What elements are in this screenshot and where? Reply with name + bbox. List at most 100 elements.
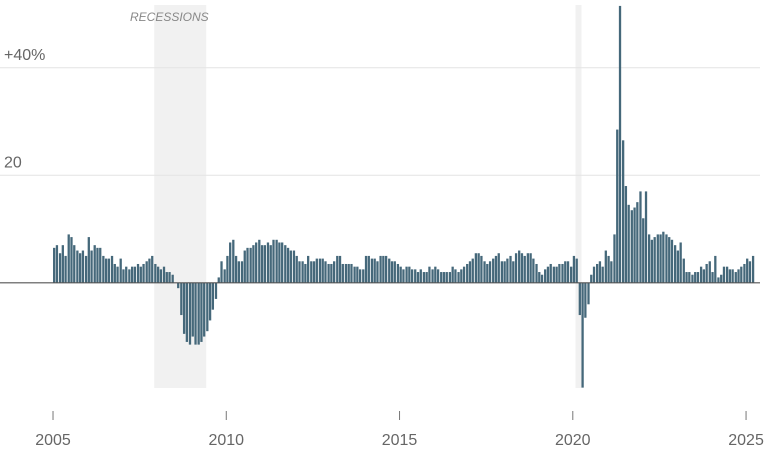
bar [656,234,659,283]
bar [151,255,154,283]
bar [93,245,96,283]
bar [566,261,570,283]
bar [226,255,229,283]
bar [492,258,495,283]
bar [307,255,310,283]
bar [564,261,567,283]
bar [488,261,492,283]
bar [208,282,212,321]
bar [740,266,743,283]
bar [679,242,682,283]
bar [376,261,379,283]
bar [613,234,616,283]
bar [506,258,509,283]
bar [272,239,275,283]
bar [743,263,746,283]
bar [243,250,246,283]
bar [627,204,630,283]
bar [722,266,726,283]
bar [471,258,474,283]
bar [477,253,480,283]
bar [156,266,160,283]
bar [96,247,99,283]
bar [249,247,252,283]
bar [662,231,665,283]
bar [191,282,194,337]
bar [171,274,174,283]
bar [81,250,85,283]
bar [330,263,333,283]
bar [384,255,388,283]
bar [133,266,137,283]
x-tick-label: 2015 [382,432,418,449]
bar [642,218,645,283]
bar [185,282,189,342]
bar [344,263,348,283]
bar [523,255,526,283]
bar [229,242,232,283]
bar [731,269,734,283]
bar [168,272,171,283]
bar [734,272,737,283]
bar [714,255,717,283]
bar [312,261,316,283]
bar [466,263,469,283]
bar [610,261,613,283]
bar [263,245,266,283]
bar [578,282,581,316]
bar [122,269,125,283]
bar [720,274,723,283]
bar [555,266,558,283]
bar [139,266,142,283]
bar [240,261,244,283]
bar [486,263,489,283]
bar [220,261,223,283]
bar [552,266,555,283]
bar [188,282,192,345]
bar [694,272,697,283]
bar [358,269,362,283]
bar [665,234,668,283]
bar [206,282,209,332]
bar [315,258,318,283]
bar [457,272,460,283]
bar [544,269,547,283]
bar [211,282,215,310]
bar [630,210,633,283]
bar [362,269,365,283]
bar [748,261,752,283]
bar [154,263,157,283]
bar [76,250,79,283]
bar [480,255,483,283]
bar [460,269,463,283]
bar [281,242,284,283]
bar [102,255,105,283]
bar [295,255,298,283]
bar [58,253,62,283]
y-tick-label: +40% [4,47,45,64]
bar [717,277,720,283]
bar [616,129,619,283]
bar [607,255,610,283]
bar [699,266,703,283]
bar [520,253,524,283]
bar [67,234,70,283]
bar [503,261,506,283]
bar [390,261,394,283]
bar [53,247,56,283]
bar [142,263,145,283]
bar [483,261,486,283]
bar [382,255,385,283]
bar [200,282,203,342]
bar [379,255,382,283]
bar [705,263,708,283]
x-tick-label: 2010 [208,432,244,449]
bar [708,261,711,283]
bar [428,266,431,283]
bar [572,255,576,283]
bar [367,255,370,283]
bar [234,255,238,283]
bar [639,191,642,283]
bar [604,250,607,283]
bar [598,261,602,283]
